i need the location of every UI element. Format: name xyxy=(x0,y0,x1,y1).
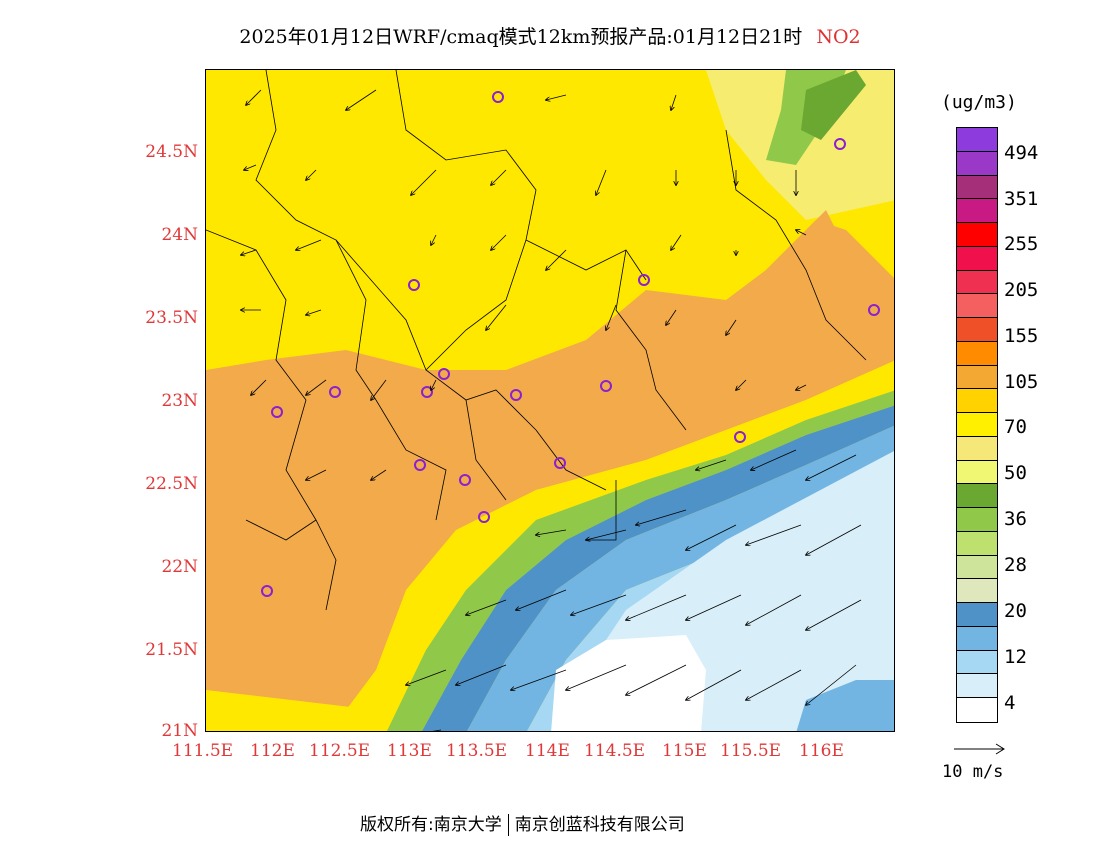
mid-blue-band xyxy=(467,425,894,731)
orange-zone-ne xyxy=(766,220,894,330)
legend-swatch xyxy=(957,650,997,675)
map-title: 2025年01月12日WRF/cmaq模式12km预报产品:01月12日21时 N… xyxy=(0,22,1100,49)
legend-label: 494 xyxy=(1004,142,1039,164)
legend-swatch xyxy=(957,246,997,271)
legend-swatch xyxy=(957,365,997,390)
y-label-22: 22N xyxy=(161,557,198,577)
legend-swatch xyxy=(957,413,997,437)
copyright-left: 版权所有:南京大学 xyxy=(360,815,502,835)
legend-label: 351 xyxy=(1004,188,1039,210)
y-label-24: 24N xyxy=(161,225,198,245)
wind-reference-arrow-icon xyxy=(954,743,1005,755)
x-label-116: 116E xyxy=(799,741,844,761)
legend-label: 20 xyxy=(1004,600,1027,622)
legend-label: 255 xyxy=(1004,233,1039,255)
legend-swatch xyxy=(957,294,997,318)
deep-blue-band xyxy=(422,405,894,731)
city-markers xyxy=(261,91,880,597)
legend-label: 70 xyxy=(1004,416,1027,438)
clean-ocean-blob xyxy=(551,635,706,731)
blue-patch-se xyxy=(796,680,894,731)
unit-label: (ug/m3) xyxy=(941,92,1017,113)
legend-label: 205 xyxy=(1004,279,1039,301)
legend-label: 50 xyxy=(1004,462,1027,484)
legend-swatch xyxy=(957,579,997,603)
y-label-23: 23N xyxy=(161,391,198,411)
pollutant-label: NO2 xyxy=(816,26,861,48)
legend-label: 4 xyxy=(1004,692,1016,714)
x-label-115: 115E xyxy=(662,741,707,761)
x-label-115.5: 115.5E xyxy=(720,741,782,761)
admin-boundaries xyxy=(206,70,867,611)
legend-swatch xyxy=(957,626,997,651)
legend-swatch xyxy=(957,199,997,223)
footer-separator xyxy=(507,814,509,836)
legend-swatch xyxy=(957,318,997,342)
y-label-23.5: 23.5N xyxy=(145,308,198,328)
wind-vectors xyxy=(241,89,862,731)
dark-green-zone-ne xyxy=(801,70,866,140)
legend-swatch xyxy=(957,341,997,366)
legend-swatch xyxy=(957,151,997,176)
legend-swatch xyxy=(957,555,997,580)
legend-swatch xyxy=(957,508,997,532)
x-label-114.5: 114.5E xyxy=(584,741,646,761)
legend-label: 105 xyxy=(1004,371,1039,393)
legend-swatch xyxy=(957,128,997,152)
x-label-113: 113E xyxy=(387,741,432,761)
y-label-21: 21N xyxy=(161,721,198,741)
legend-label: 36 xyxy=(1004,508,1027,530)
copyright-footer: 版权所有:南京大学 南京创蓝科技有限公司 xyxy=(360,810,685,836)
legend-label: 28 xyxy=(1004,554,1027,576)
legend-swatch xyxy=(957,389,997,413)
legend-swatch xyxy=(957,698,997,722)
title-text: 2025年01月12日WRF/cmaq模式12km预报产品:01月12日21时 xyxy=(239,26,803,48)
legend-swatch xyxy=(957,460,997,485)
legend-swatch xyxy=(957,531,997,556)
y-label-22.5: 22.5N xyxy=(145,474,198,494)
legend-swatch xyxy=(957,270,997,295)
legend-swatch xyxy=(957,674,997,698)
legend-swatch xyxy=(957,484,997,508)
legend-swatch xyxy=(957,223,997,247)
x-label-114: 114E xyxy=(525,741,570,761)
x-label-113.5: 113.5E xyxy=(446,741,508,761)
x-label-111.5: 111.5E xyxy=(172,741,234,761)
orange-zone xyxy=(206,210,894,710)
wind-reference-label: 10 m/s xyxy=(942,762,1004,782)
copyright-right: 南京创蓝科技有限公司 xyxy=(514,815,685,835)
x-label-112.5: 112.5E xyxy=(309,741,371,761)
map-field xyxy=(206,70,894,731)
green-coast-band xyxy=(386,390,894,731)
x-label-112: 112E xyxy=(250,741,295,761)
legend-swatch xyxy=(957,436,997,461)
legend-label: 155 xyxy=(1004,325,1039,347)
concentration-map xyxy=(205,69,895,732)
y-label-24.5: 24.5N xyxy=(145,142,198,162)
legend-swatch xyxy=(957,175,997,200)
legend-swatch xyxy=(957,603,997,627)
yellow-coastal-band xyxy=(206,360,894,731)
legend-label: 12 xyxy=(1004,646,1027,668)
color-legend xyxy=(956,127,998,723)
y-label-21.5: 21.5N xyxy=(145,640,198,660)
